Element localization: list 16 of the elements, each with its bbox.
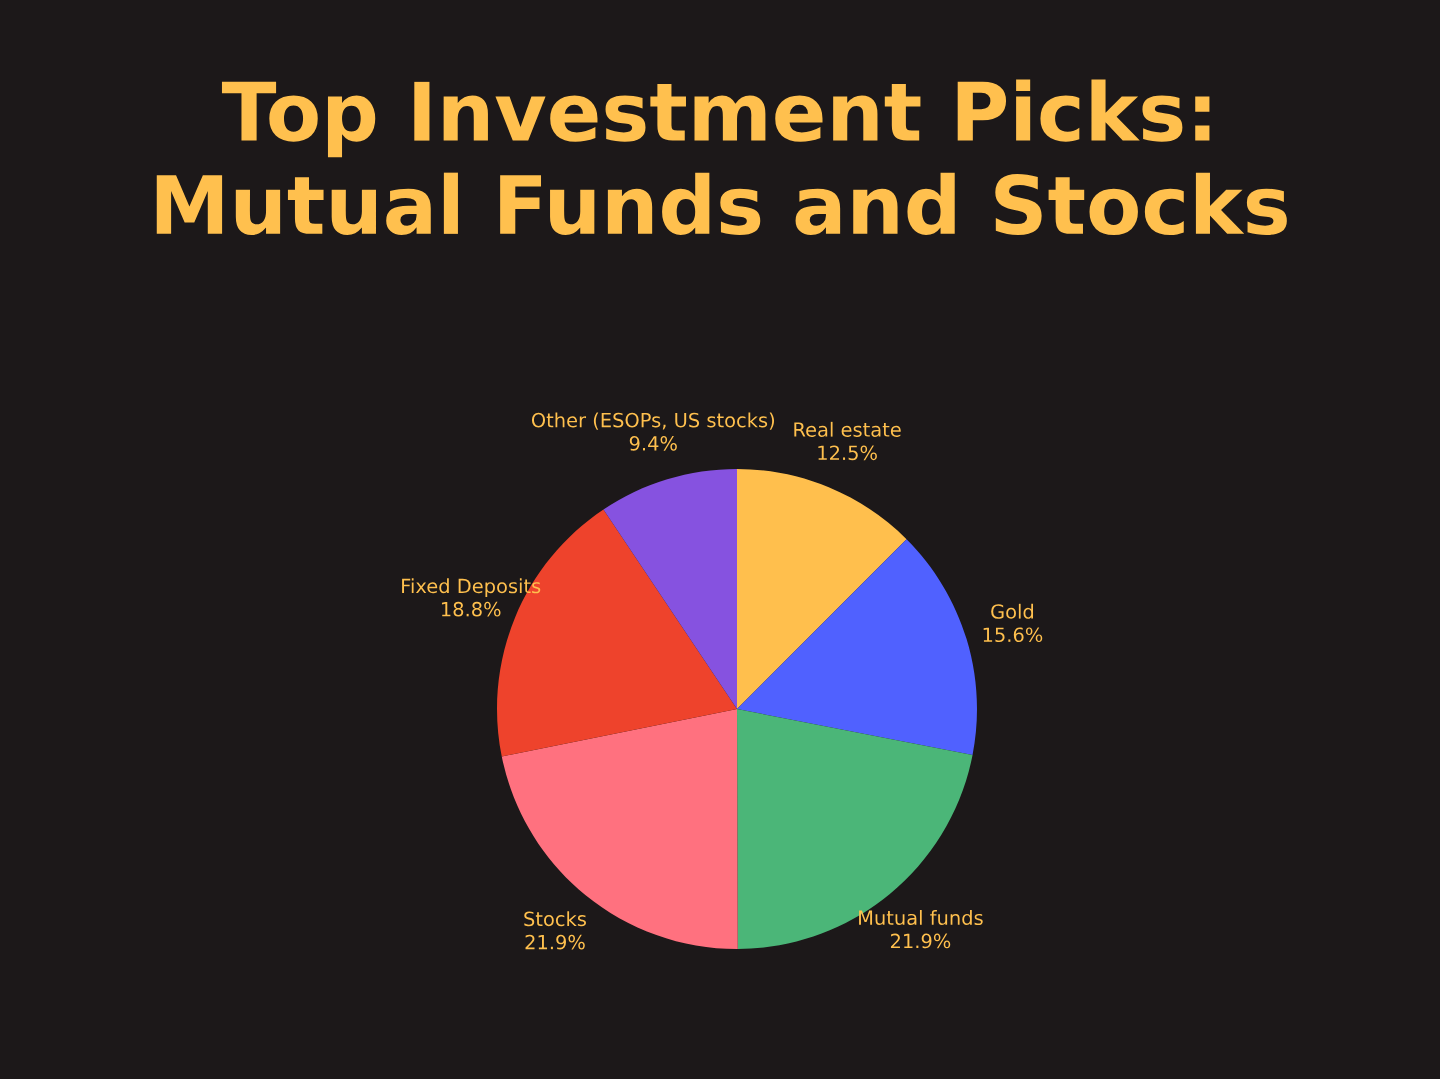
pie-slice — [737, 469, 907, 709]
data-label: 21.9% — [890, 933, 951, 949]
slice-label: Gold — [991, 603, 1034, 619]
pie-slice — [501, 709, 738, 949]
chart-title: Top Investment Picks: Mutual Funds and Stocks — [156, 79, 1287, 236]
pie-slice — [603, 469, 737, 709]
data-label: 9.4% — [629, 436, 677, 451]
pie-slice — [737, 539, 977, 756]
slice-label: Real estate — [794, 421, 901, 437]
slice-label: Other (ESOPs, US stocks) — [531, 412, 775, 430]
slice-label: Mutual funds — [859, 910, 983, 926]
data-label: 18.8% — [441, 601, 501, 617]
data-label: 21.9% — [525, 934, 585, 950]
slice-label: Stocks — [524, 911, 586, 927]
data-label: 15.6% — [983, 627, 1043, 643]
data-label: 12.5% — [818, 445, 877, 461]
